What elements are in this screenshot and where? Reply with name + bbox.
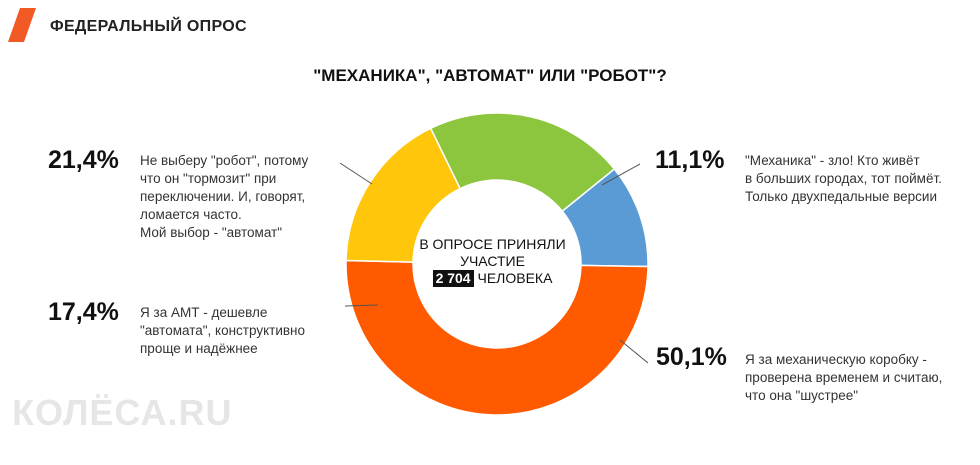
- pct-label-amt: 17,4%: [48, 298, 119, 326]
- desc-line: ломается часто.: [140, 207, 242, 222]
- desc-line: Я за механическую коробку -: [745, 352, 927, 367]
- center-line-2: УЧАСТИЕ: [460, 253, 525, 269]
- center-line-3: 2 704 ЧЕЛОВЕКА: [410, 270, 575, 287]
- desc-line: Я за АМТ - дешевле: [140, 305, 268, 320]
- desc-line: что она "шустрее": [745, 388, 859, 403]
- accent-mark: [8, 8, 36, 42]
- desc-line: проще и надёжнее: [140, 341, 258, 356]
- leader-line-2: [619, 339, 649, 364]
- desc-line: Мой выбор - "автомат": [140, 225, 283, 240]
- leader-line-3: [344, 304, 379, 307]
- desc-amt: Я за АМТ - дешевле "автомата", конструкт…: [140, 304, 305, 358]
- desc-line: что он "тормозит" при: [140, 171, 277, 186]
- pct-label-manual: 50,1%: [656, 343, 727, 371]
- leader-line-1: [601, 163, 641, 186]
- donut-slice: [345, 259, 649, 416]
- desc-automatic: Не выберу "робот", потому что он "тормоз…: [140, 152, 308, 242]
- center-line-1: В ОПРОСЕ ПРИНЯЛИ: [419, 236, 566, 252]
- desc-line: "автомата", конструктивно: [140, 323, 306, 338]
- desc-line: Только двухпедальные версии: [745, 189, 937, 204]
- watermark-logo: КОЛЁСА.RU: [12, 392, 233, 433]
- desc-line: проверена временем и считаю,: [745, 370, 943, 385]
- center-label: В ОПРОСЕ ПРИНЯЛИ УЧАСТИЕ 2 704 ЧЕЛОВЕКА: [410, 236, 575, 287]
- header-title: ФЕДЕРАЛЬНЫЙ ОПРОС: [50, 18, 247, 35]
- donut-slice: [429, 112, 616, 213]
- participant-count: 2 704: [432, 270, 474, 287]
- desc-manual-bad: "Механика" - зло! Кто живёт в больших го…: [745, 152, 942, 206]
- participant-count-suffix: ЧЕЛОВЕКА: [477, 270, 553, 286]
- desc-line: "Механика" - зло! Кто живёт: [745, 153, 920, 168]
- desc-line: в больших городах, тот поймёт.: [745, 171, 942, 186]
- desc-line: переключении. И, говорят,: [140, 189, 306, 204]
- pct-label-automatic: 21,4%: [48, 146, 119, 174]
- desc-line: Не выберу "робот", потому: [140, 153, 309, 168]
- desc-manual: Я за механическую коробку - проверена вр…: [745, 351, 942, 405]
- leader-line-4: [339, 162, 373, 185]
- pct-label-manual-bad: 11,1%: [655, 146, 725, 174]
- chart-question: "МЕХАНИКА", "АВТОМАТ" ИЛИ "РОБОТ"?: [313, 66, 667, 85]
